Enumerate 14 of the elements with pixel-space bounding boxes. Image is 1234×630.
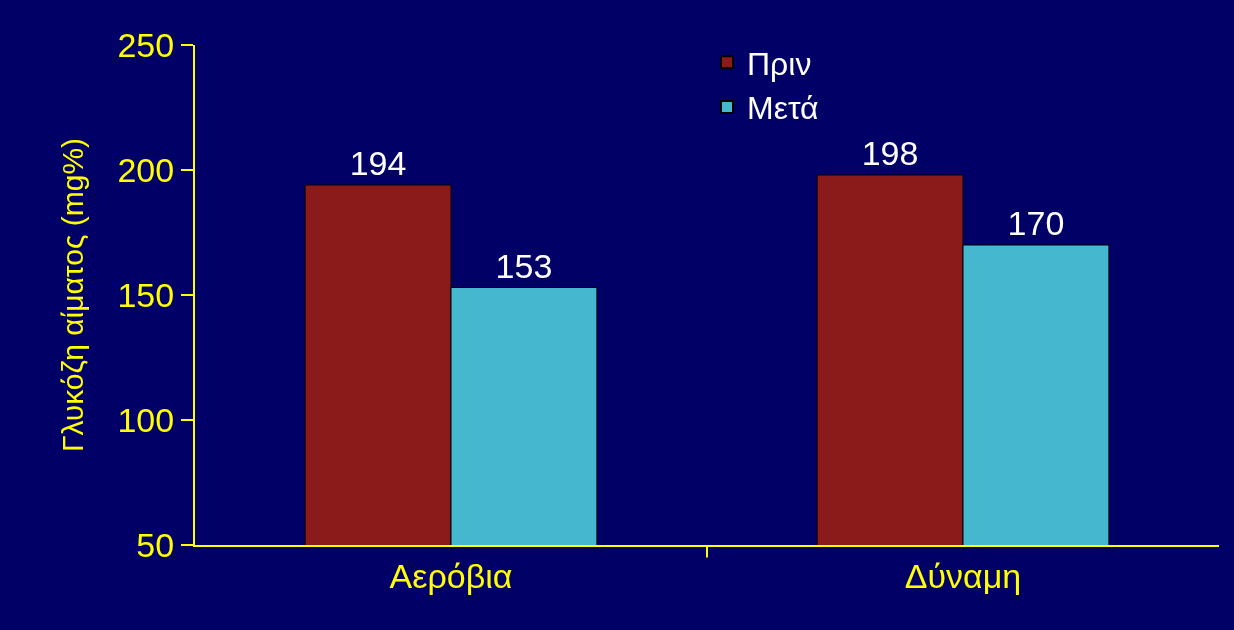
y-tick-label: 50 — [136, 525, 175, 564]
legend-label: Πριν — [747, 45, 812, 82]
x-tick-label: Δύναμη — [904, 556, 1022, 595]
data-label: 153 — [495, 246, 553, 285]
data-label: 194 — [349, 144, 407, 182]
y-tick-label: 100 — [117, 400, 175, 439]
y-tick-label: 250 — [117, 25, 175, 64]
y-axis-title: Γλυκόζη αίματος (mg%) — [55, 137, 89, 453]
legend-label: Μετά — [747, 90, 819, 127]
x-tick-label: Αερόβια — [389, 556, 513, 595]
data-label: 170 — [1007, 204, 1065, 242]
y-tick-label: 150 — [117, 275, 175, 314]
y-tick-label: 200 — [117, 150, 175, 189]
data-label: 198 — [861, 134, 919, 172]
